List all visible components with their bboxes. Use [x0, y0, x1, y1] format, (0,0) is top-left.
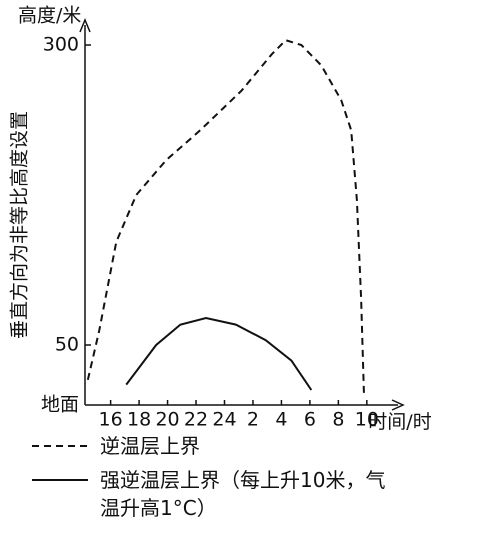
y-axis-label: 高度/米	[18, 5, 81, 27]
series-line	[125, 316, 313, 391]
x-tick-label: 20	[155, 409, 179, 431]
legend-swatch	[32, 479, 88, 481]
series-line	[86, 39, 365, 396]
x-axis-label: 时间/时	[368, 411, 431, 430]
x-tick-label: 6	[304, 409, 316, 431]
y-tick-label: 50	[55, 334, 79, 356]
x-arrow	[391, 399, 405, 411]
x-tick-label: 24	[212, 409, 236, 431]
x-tick-label: 18	[127, 409, 151, 431]
x-tick-label: 8	[332, 409, 344, 431]
legend-swatch	[32, 445, 88, 447]
x-tick-label: 22	[184, 409, 208, 431]
y-tick-label: 300	[43, 34, 79, 56]
x-tick-label: 10	[355, 409, 379, 431]
y-arrow	[79, 18, 91, 33]
y-tick-label: 地面	[41, 394, 79, 416]
legend: 逆温层上界强逆温层上界（每上升10米，气温升高1°C）	[30, 432, 470, 528]
axis-note: 垂直方向为非等比高度设置	[9, 111, 31, 339]
legend-label: 逆温层上界	[100, 434, 200, 458]
legend-item: 强逆温层上界（每上升10米，气温升高1°C）	[30, 466, 470, 522]
x-tick-label: 4	[275, 409, 287, 431]
x-tick-label: 16	[99, 409, 123, 431]
legend-item: 逆温层上界	[30, 432, 470, 460]
legend-label: 强逆温层上界（每上升10米，气温升高1°C）	[100, 468, 386, 520]
x-tick-label: 2	[247, 409, 259, 431]
